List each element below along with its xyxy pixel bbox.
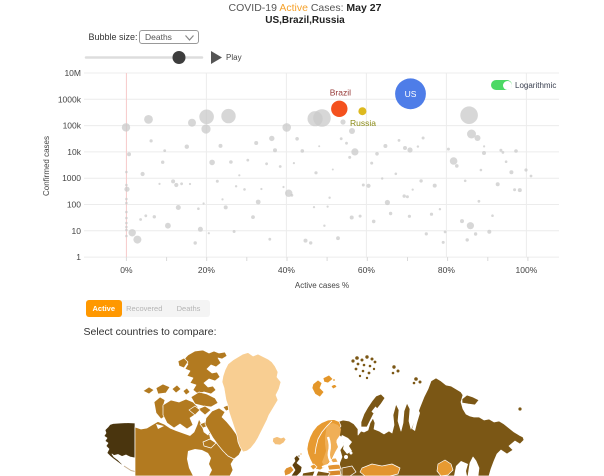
svg-text:US: US [405,89,417,99]
svg-text:60%: 60% [358,265,375,275]
svg-text:Russia: Russia [350,118,376,128]
svg-text:1: 1 [76,252,81,262]
svg-text:80%: 80% [438,265,455,275]
svg-text:100: 100 [67,200,81,210]
svg-text:100%: 100% [516,265,538,275]
svg-text:0%: 0% [120,265,133,275]
svg-text:10: 10 [72,226,82,236]
svg-text:Active cases %: Active cases % [295,281,349,290]
svg-text:100k: 100k [63,121,82,131]
svg-text:20%: 20% [198,265,215,275]
svg-text:40%: 40% [278,265,295,275]
svg-text:1000k: 1000k [58,94,82,104]
svg-text:10k: 10k [67,147,81,157]
svg-text:Confirmed cases: Confirmed cases [42,136,51,196]
svg-text:1000: 1000 [62,173,81,183]
svg-text:10M: 10M [64,68,81,78]
svg-text:Brazil: Brazil [330,88,351,98]
